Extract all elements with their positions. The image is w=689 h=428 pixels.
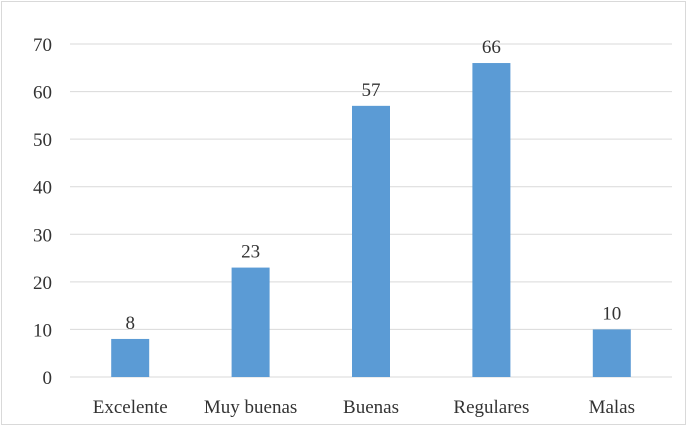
bar-muy-buenas <box>231 267 270 377</box>
x-category-label: Buenas <box>343 397 399 418</box>
x-axis-category-labels: Excelente Muy buenas Buenas Regulares Malas <box>93 397 635 418</box>
bar-malas <box>592 329 631 377</box>
data-labels: 8 23 57 66 10 <box>125 37 621 334</box>
x-category-label: Excelente <box>93 397 168 418</box>
y-tick-label: 30 <box>33 225 52 246</box>
y-tick-label: 50 <box>33 130 52 151</box>
x-category-label: Muy buenas <box>204 397 297 418</box>
data-label: 8 <box>125 313 135 334</box>
y-tick-label: 0 <box>43 368 53 389</box>
data-label: 66 <box>482 37 501 58</box>
x-category-label: Regulares <box>453 397 529 418</box>
y-tick-label: 20 <box>33 273 52 294</box>
bar-buenas <box>352 105 390 377</box>
x-category-label: Malas <box>589 397 635 418</box>
bar-regulares <box>472 63 511 378</box>
data-label: 23 <box>241 242 260 263</box>
data-label: 57 <box>362 80 381 101</box>
bar-excelente <box>111 338 150 377</box>
y-axis-tick-labels: 0 10 20 30 40 50 60 70 <box>33 35 52 389</box>
y-tick-label: 40 <box>33 178 52 199</box>
y-tick-label: 70 <box>33 35 52 56</box>
bars <box>111 63 631 378</box>
y-tick-label: 60 <box>33 83 52 104</box>
y-tick-label: 10 <box>33 320 52 341</box>
data-label: 10 <box>602 303 621 324</box>
